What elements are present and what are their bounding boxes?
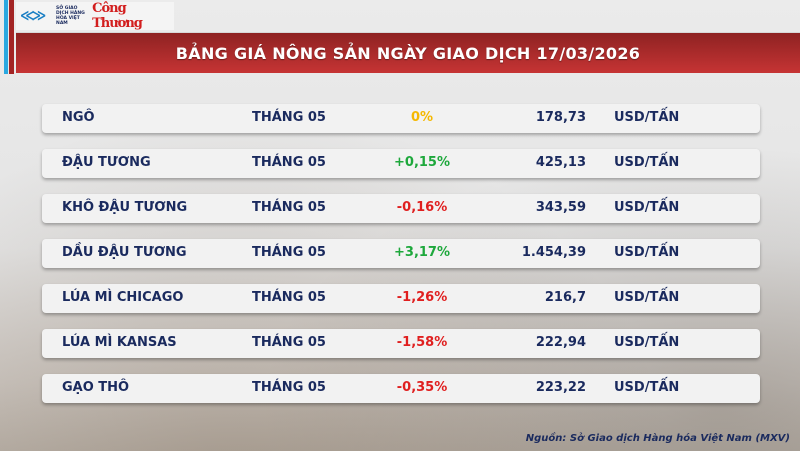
- contract-month: THÁNG 05: [252, 380, 326, 395]
- table-row: LÚA MÌ KANSAS THÁNG 05 -1,58% 222,94 USD/TẤN: [42, 329, 760, 358]
- table-row: ĐẬU TƯƠNG THÁNG 05 +0,15% 425,13 USD/TẤN: [42, 149, 760, 178]
- commodity-name: KHÔ ĐẬU TƯƠNG: [62, 200, 188, 215]
- price-change: -0,16%: [396, 200, 448, 215]
- price-value: 223,22: [535, 380, 586, 395]
- price-value: 178,73: [535, 110, 586, 125]
- commodity-name: NGÔ: [62, 110, 95, 125]
- mxv-logo-icon: ≪≫: [20, 8, 46, 24]
- price-value: 425,13: [535, 155, 586, 170]
- table-row: GẠO THÔ THÁNG 05 -0,35% 223,22 USD/TẤN: [42, 374, 760, 403]
- price-change: -1,26%: [396, 290, 448, 305]
- table-row: DẦU ĐẬU TƯƠNG THÁNG 05 +3,17% 1.454,39 USD/T…: [42, 239, 760, 268]
- contract-month: THÁNG 05: [252, 200, 326, 215]
- price-unit: USD/TẤN: [614, 290, 680, 305]
- decor-stripe: [4, 0, 8, 74]
- price-value: 216,7: [544, 290, 586, 305]
- price-change: -1,58%: [396, 335, 448, 350]
- decor-stripe: [9, 0, 14, 74]
- commodity-name: GẠO THÔ: [62, 380, 130, 395]
- table-row: KHÔ ĐẬU TƯƠNG THÁNG 05 -0,16% 343,59 USD/TẤN: [42, 194, 760, 223]
- price-value: 343,59: [535, 200, 586, 215]
- price-unit: USD/TẤN: [614, 245, 680, 260]
- price-value: 1.454,39: [521, 245, 586, 260]
- price-unit: USD/TẤN: [614, 110, 680, 125]
- price-unit: USD/TẤN: [614, 155, 680, 170]
- logo-bar: ≪≫ SỞ GIAO DỊCH HÀNG HÓA VIỆT NAM Công T…: [16, 1, 174, 31]
- commodity-name: LÚA MÌ CHICAGO: [62, 290, 184, 305]
- contract-month: THÁNG 05: [252, 290, 326, 305]
- commodity-name: LÚA MÌ KANSAS: [62, 335, 177, 350]
- table-row: LÚA MÌ CHICAGO THÁNG 05 -1,26% 216,7 USD/TẤN: [42, 284, 760, 313]
- page-title: BẢNG GIÁ NÔNG SẢN NGÀY GIAO DỊCH 17/03/2…: [175, 43, 641, 63]
- contract-month: THÁNG 05: [252, 155, 326, 170]
- price-change: +0,15%: [394, 155, 450, 170]
- source-note: Nguồn: Sở Giao dịch Hàng hóa Việt Nam (M…: [525, 433, 790, 444]
- price-unit: USD/TẤN: [614, 335, 680, 350]
- contract-month: THÁNG 05: [252, 245, 326, 260]
- commodity-name: DẦU ĐẬU TƯƠNG: [62, 245, 187, 260]
- price-change: +3,17%: [394, 245, 450, 260]
- commodity-name: ĐẬU TƯƠNG: [62, 155, 151, 170]
- contract-month: THÁNG 05: [252, 335, 326, 350]
- price-change: -0,35%: [396, 380, 448, 395]
- contract-month: THÁNG 05: [252, 110, 326, 125]
- mxv-logo-text: SỞ GIAO DỊCH HÀNG HÓA VIỆT NAM: [56, 6, 85, 26]
- cong-thuong-logo: Công Thương: [92, 1, 143, 31]
- table-row: NGÔ THÁNG 05 0% 178,73 USD/TẤN: [42, 104, 760, 133]
- title-banner: BẢNG GIÁ NÔNG SẢN NGÀY GIAO DỊCH 17/03/2…: [16, 32, 800, 73]
- price-change: 0%: [410, 110, 434, 125]
- price-unit: USD/TẤN: [614, 200, 680, 215]
- price-unit: USD/TẤN: [614, 380, 680, 395]
- price-value: 222,94: [535, 335, 586, 350]
